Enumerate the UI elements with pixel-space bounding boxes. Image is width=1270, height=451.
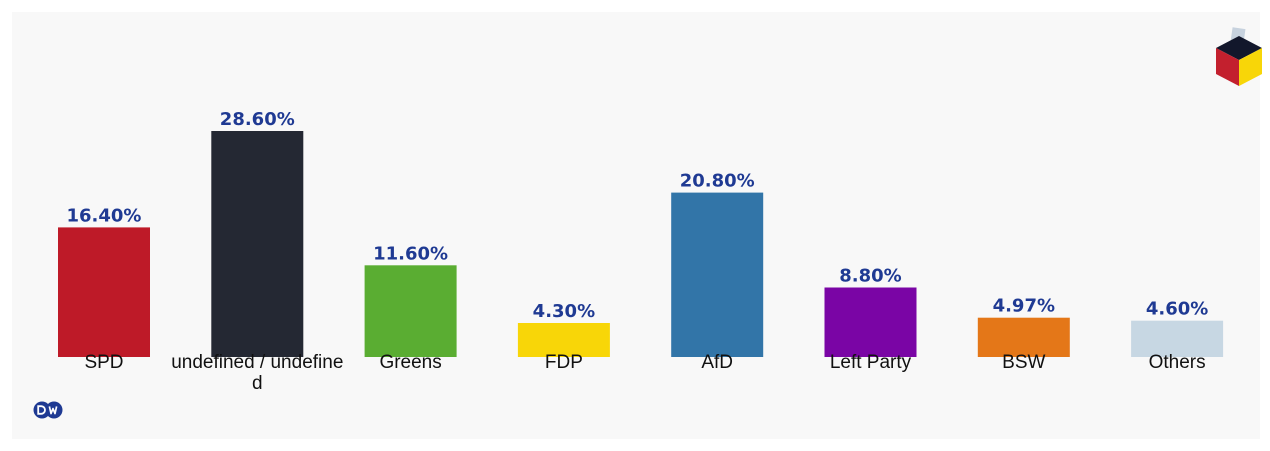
bar-1 bbox=[211, 131, 304, 357]
category-label-1: undefined / undefined bbox=[171, 352, 344, 394]
value-label-0: 16.40% bbox=[67, 205, 142, 226]
bar-5 bbox=[824, 287, 917, 357]
ballot-box-icon bbox=[1216, 27, 1262, 86]
value-label-2: 11.60% bbox=[373, 243, 448, 264]
value-label-4: 20.80% bbox=[680, 171, 755, 192]
bar-0 bbox=[58, 227, 150, 357]
bar-6 bbox=[977, 317, 1070, 357]
category-label-3: FDP bbox=[544, 352, 583, 373]
value-label-3: 4.30% bbox=[533, 301, 595, 322]
bar-3 bbox=[517, 323, 610, 357]
value-label-6: 4.97% bbox=[993, 296, 1055, 317]
bar-7 bbox=[1131, 320, 1224, 357]
bar-2 bbox=[364, 265, 457, 357]
dw-logo-icon bbox=[33, 401, 63, 419]
category-label-7: Others bbox=[1148, 352, 1206, 373]
category-label-2: Greens bbox=[379, 352, 442, 373]
category-label-4: AfD bbox=[701, 352, 734, 373]
category-label-6: BSW bbox=[1002, 352, 1046, 373]
bar-4 bbox=[671, 192, 764, 357]
category-label-5: Left Party bbox=[829, 352, 912, 373]
value-label-7: 4.60% bbox=[1146, 299, 1208, 320]
value-label-5: 8.80% bbox=[839, 266, 901, 287]
category-label-0: SPD bbox=[84, 352, 124, 373]
value-label-1: 28.60% bbox=[220, 109, 295, 130]
